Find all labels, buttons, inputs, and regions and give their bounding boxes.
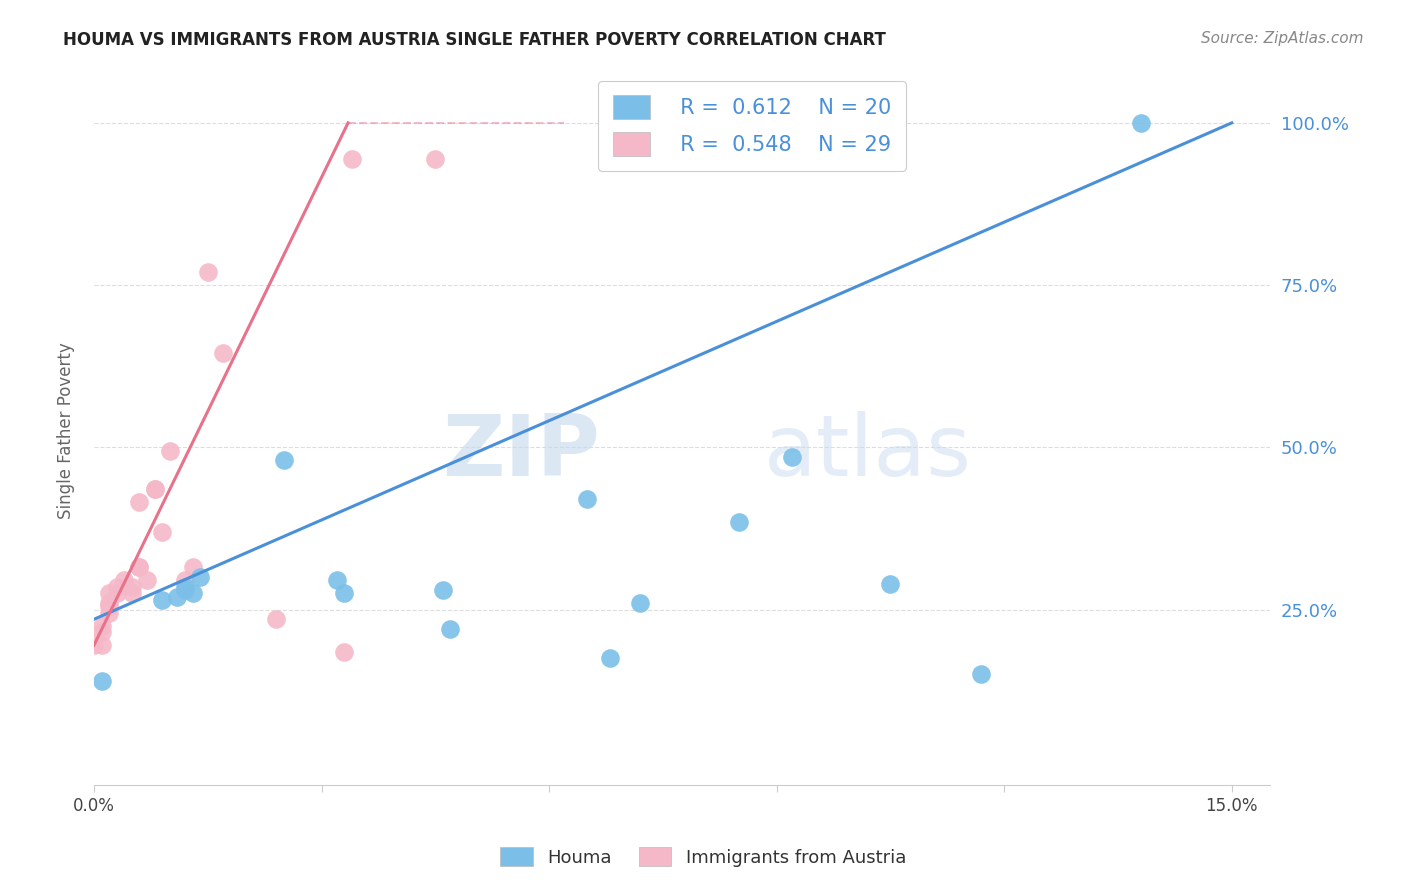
- Point: [727, 515, 749, 529]
- Point: [879, 576, 901, 591]
- Point: [212, 346, 235, 360]
- Point: [90, 638, 112, 652]
- Point: [136, 574, 159, 588]
- Point: [112, 574, 135, 588]
- Point: [188, 570, 211, 584]
- Point: [1129, 116, 1152, 130]
- Point: [181, 586, 204, 600]
- Legend: Houma, Immigrants from Austria: Houma, Immigrants from Austria: [494, 840, 912, 874]
- Point: [98, 596, 121, 610]
- Point: [273, 453, 295, 467]
- Point: [166, 590, 188, 604]
- Point: [333, 586, 356, 600]
- Point: [439, 622, 461, 636]
- Text: atlas: atlas: [763, 411, 972, 494]
- Point: [90, 625, 112, 640]
- Point: [98, 599, 121, 614]
- Point: [121, 586, 143, 600]
- Point: [174, 574, 197, 588]
- Legend:   R =  0.612    N = 20,   R =  0.548    N = 29: R = 0.612 N = 20, R = 0.548 N = 29: [598, 81, 905, 170]
- Point: [150, 592, 173, 607]
- Point: [143, 483, 166, 497]
- Point: [90, 619, 112, 633]
- Point: [432, 583, 454, 598]
- Point: [128, 560, 150, 574]
- Point: [105, 580, 128, 594]
- Text: ZIP: ZIP: [441, 411, 599, 494]
- Point: [628, 596, 651, 610]
- Point: [174, 583, 197, 598]
- Point: [325, 574, 347, 588]
- Point: [98, 606, 121, 620]
- Point: [105, 586, 128, 600]
- Point: [425, 152, 447, 166]
- Text: Source: ZipAtlas.com: Source: ZipAtlas.com: [1201, 31, 1364, 46]
- Point: [197, 265, 219, 279]
- Point: [128, 560, 150, 574]
- Text: HOUMA VS IMMIGRANTS FROM AUSTRIA SINGLE FATHER POVERTY CORRELATION CHART: HOUMA VS IMMIGRANTS FROM AUSTRIA SINGLE …: [63, 31, 886, 49]
- Point: [150, 524, 173, 539]
- Point: [174, 580, 197, 594]
- Point: [575, 492, 598, 507]
- Point: [90, 673, 112, 688]
- Point: [264, 612, 287, 626]
- Point: [181, 560, 204, 574]
- Point: [340, 152, 363, 166]
- Point: [128, 495, 150, 509]
- Point: [121, 580, 143, 594]
- Point: [780, 450, 803, 464]
- Y-axis label: Single Father Poverty: Single Father Poverty: [58, 343, 75, 519]
- Point: [333, 645, 356, 659]
- Point: [98, 586, 121, 600]
- Point: [143, 483, 166, 497]
- Point: [970, 667, 993, 681]
- Point: [599, 651, 621, 665]
- Point: [83, 638, 105, 652]
- Point: [159, 443, 181, 458]
